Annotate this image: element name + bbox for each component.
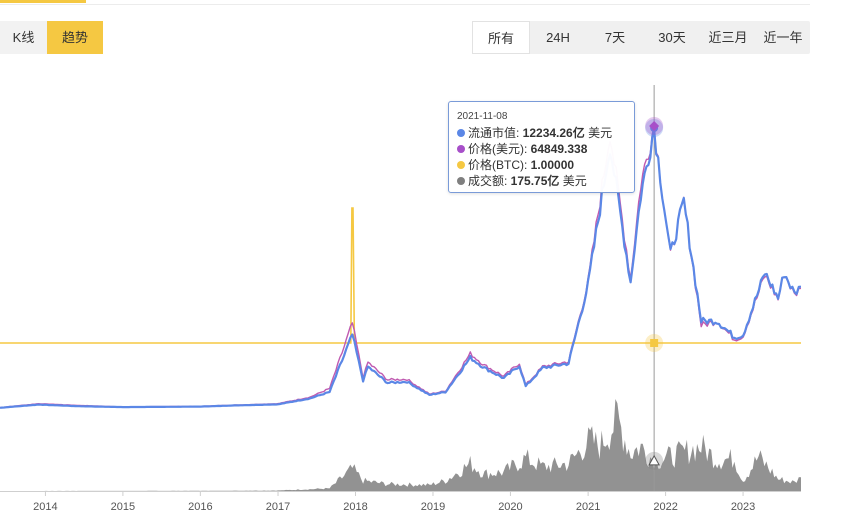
market-cap-dot-icon xyxy=(457,129,465,137)
tooltip-unit: 美元 xyxy=(559,174,587,188)
hover-tooltip: 2021-11-08 流通市值: 12234.26亿 美元 价格(美元): 64… xyxy=(448,101,635,193)
volume-area xyxy=(0,399,801,491)
volume-dot-icon xyxy=(457,177,465,185)
range-selector: 所有 24H 7天 30天 近三月 近一年 xyxy=(472,21,810,54)
series-line-market-cap xyxy=(0,127,802,409)
tooltip-value: 1.00000 xyxy=(530,158,575,172)
x-tick-label: 2021 xyxy=(576,501,600,513)
marker-price-usd xyxy=(649,121,660,131)
x-tick-label: 2015 xyxy=(111,501,135,513)
tooltip-value: 175.75亿 xyxy=(510,174,560,188)
x-tick-label: 2020 xyxy=(498,501,522,513)
hover-markers-layer xyxy=(645,117,664,470)
range-7d-button[interactable]: 7天 xyxy=(604,30,626,45)
range-1y-button[interactable]: 近一年 xyxy=(763,30,803,45)
tooltip-row-price-btc: 价格(BTC): 1.00000 xyxy=(457,157,626,173)
x-tick-label: 2016 xyxy=(188,501,212,513)
top-accent-bar xyxy=(0,0,86,3)
price-btc-dot-icon xyxy=(457,161,465,169)
series-line-price-btc xyxy=(0,207,801,344)
kline-view-button[interactable]: K线 xyxy=(0,21,47,54)
marker-price-btc xyxy=(650,339,659,347)
series-line-price-usd xyxy=(0,126,801,409)
price-usd-dot-icon xyxy=(457,145,465,153)
tooltip-row-market-cap: 流通市值: 12234.26亿 美元 xyxy=(457,125,626,141)
tooltip-label: 价格(美元): xyxy=(468,142,531,156)
tooltip-label: 价格(BTC): xyxy=(468,158,531,172)
tooltip-date: 2021-11-08 xyxy=(457,111,508,122)
x-tick-label: 2019 xyxy=(421,501,445,513)
range-24h-button[interactable]: 24H xyxy=(546,30,570,45)
trend-view-button[interactable]: 趋势 xyxy=(47,21,103,54)
view-toggle: K线 趋势 xyxy=(0,21,103,54)
series-lines-layer xyxy=(0,85,802,491)
tooltip-row-price-usd: 价格(美元): 64849.338 xyxy=(457,141,626,157)
tooltip-value: 64849.338 xyxy=(530,142,588,156)
range-3m-button[interactable]: 近三月 xyxy=(708,30,748,45)
tooltip-row-volume: 成交额: 175.75亿 美元 xyxy=(457,173,626,189)
tooltip-unit: 美元 xyxy=(584,126,613,140)
x-axis: 2014 2015 2016 2017 2018 2019 2020 2021 2022 2023 xyxy=(0,491,801,513)
x-tick-label: 2022 xyxy=(653,501,677,513)
x-tick-label: 2018 xyxy=(343,501,367,513)
top-divider xyxy=(0,4,810,5)
range-30d-button[interactable]: 30天 xyxy=(658,30,686,45)
volume-area-layer xyxy=(0,399,801,491)
x-tick-label: 2014 xyxy=(33,501,57,513)
range-all-button[interactable]: 所有 xyxy=(472,21,530,54)
tooltip-value: 12234.26亿 xyxy=(522,126,585,140)
tooltip-label: 流通市值: xyxy=(468,126,523,140)
marker-volume xyxy=(648,454,660,466)
x-tick-label: 2023 xyxy=(731,501,755,513)
tooltip-label: 成交额: xyxy=(468,174,511,188)
x-tick-label: 2017 xyxy=(266,501,290,513)
